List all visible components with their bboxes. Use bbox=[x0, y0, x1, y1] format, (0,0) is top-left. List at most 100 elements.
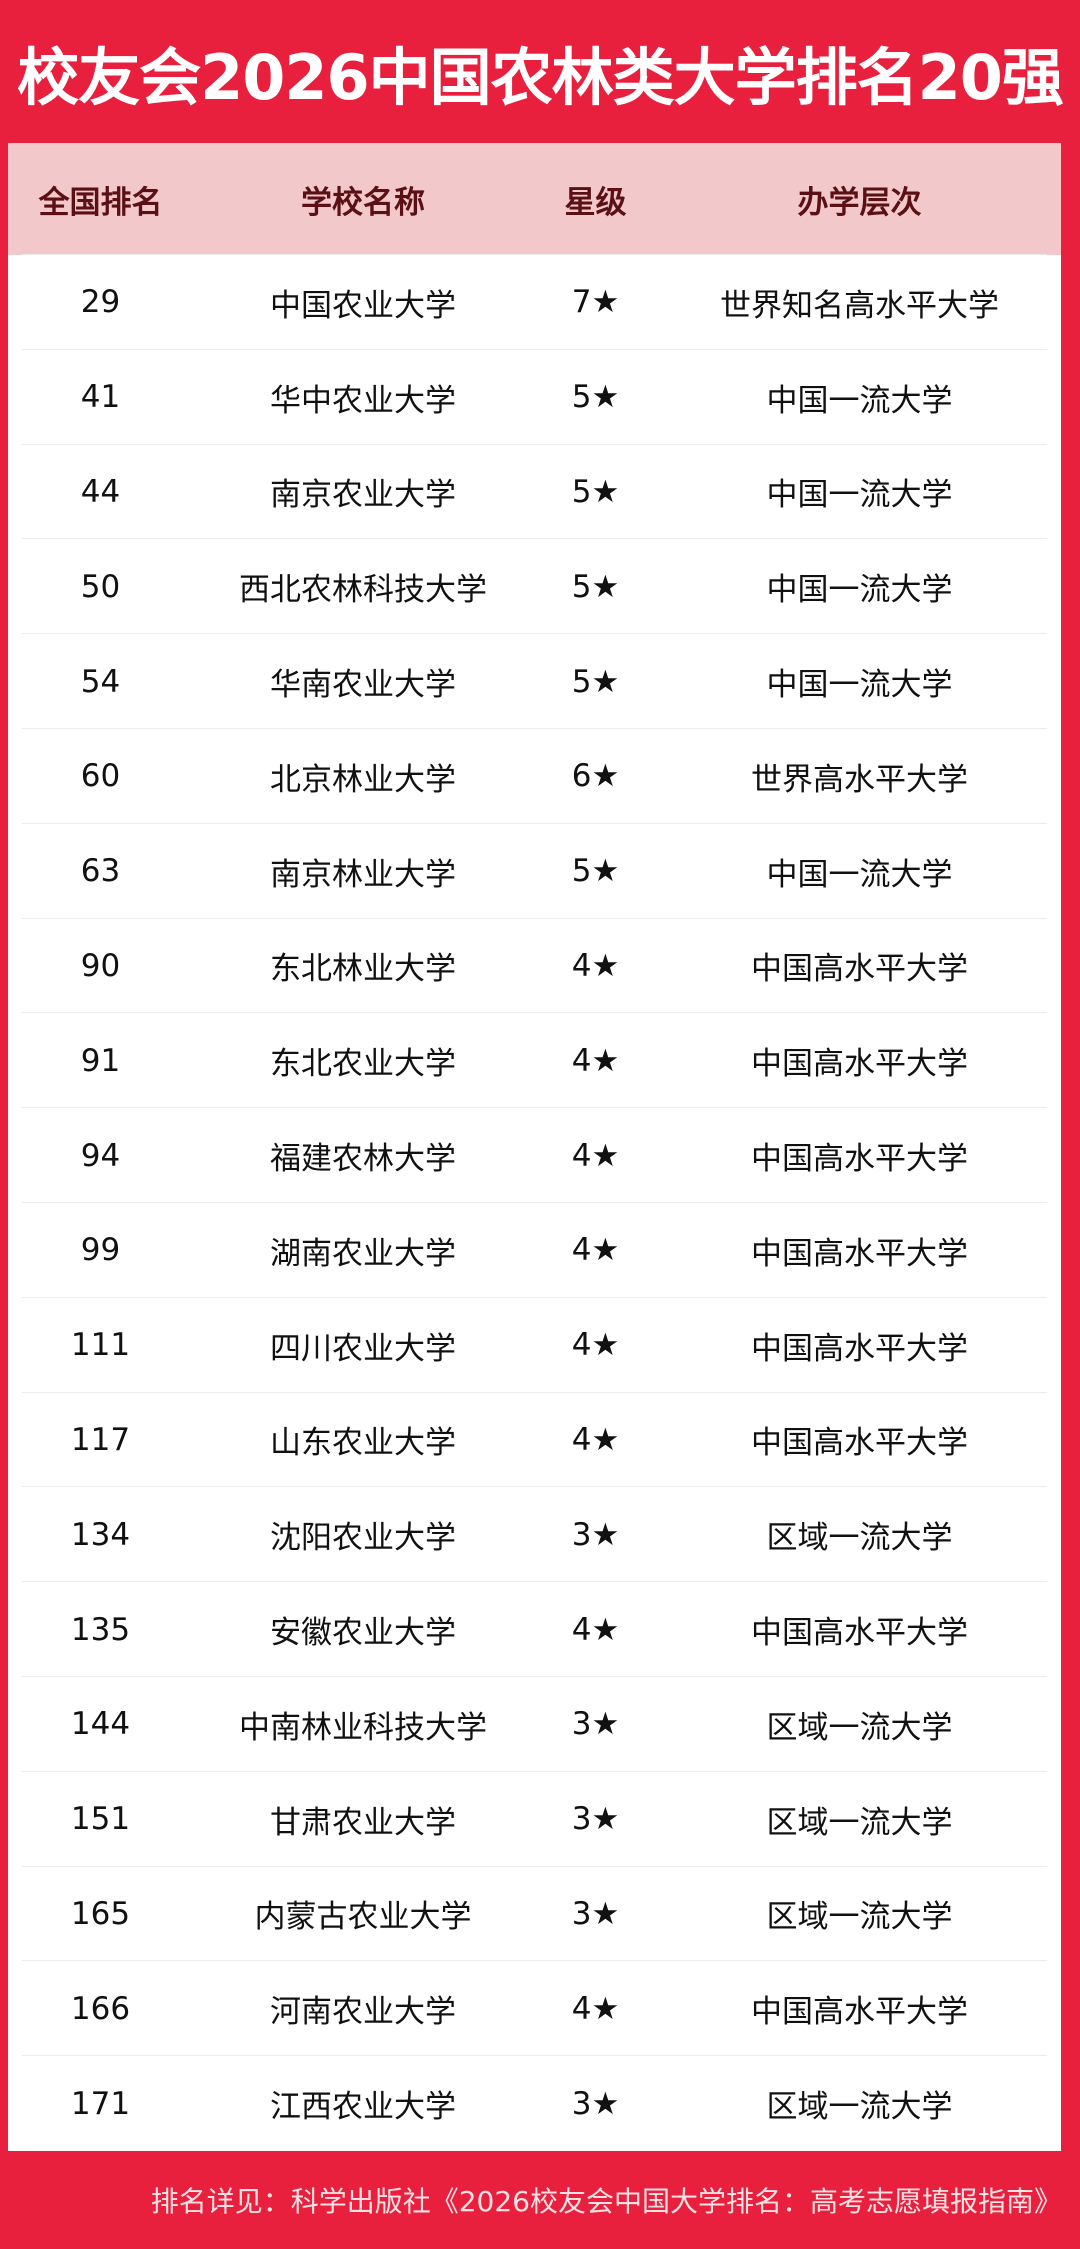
table-row: 91 东北农业大学 4★ 中国高水平大学 bbox=[8, 1013, 1061, 1108]
school-name: 甘肃农业大学 bbox=[270, 1804, 456, 1841]
table-row: 41 华中农业大学 5★ 中国一流大学 bbox=[8, 350, 1061, 445]
header-level: 办学层次 bbox=[797, 184, 922, 221]
school-name: 湖南农业大学 bbox=[270, 1235, 456, 1272]
school-level: 中国高水平大学 bbox=[751, 1141, 968, 1178]
school-level: 中国一流大学 bbox=[766, 856, 953, 893]
rank: 99 bbox=[80, 1232, 121, 1269]
school-name: 沈阳农业大学 bbox=[270, 1520, 456, 1557]
table-row: 90 东北林业大学 4★ 中国高水平大学 bbox=[8, 919, 1061, 1014]
star-level: 5★ bbox=[571, 853, 620, 890]
school-level: 区域一流大学 bbox=[766, 1520, 953, 1557]
page-title: 校友会2026中国农林类大学排名20强 bbox=[17, 40, 1064, 114]
table-header: 全国排名 学校名称 星级 办学层次 bbox=[8, 143, 1061, 255]
school-level: 中国高水平大学 bbox=[751, 1330, 968, 1367]
school-level: 区域一流大学 bbox=[766, 1804, 953, 1841]
star-level: 3★ bbox=[571, 2085, 620, 2122]
school-level: 中国高水平大学 bbox=[751, 951, 968, 988]
school-level: 中国一流大学 bbox=[766, 382, 953, 419]
star-level: 3★ bbox=[571, 1516, 620, 1553]
school-level: 中国一流大学 bbox=[766, 572, 953, 609]
rank: 44 bbox=[80, 473, 121, 510]
star-level: 4★ bbox=[571, 1421, 620, 1458]
school-level: 中国高水平大学 bbox=[751, 1425, 968, 1462]
rank: 151 bbox=[70, 1801, 131, 1838]
table-row: 135 安徽农业大学 4★ 中国高水平大学 bbox=[8, 1582, 1061, 1677]
school-level: 中国高水平大学 bbox=[751, 1235, 968, 1272]
table-row: 165 内蒙古农业大学 3★ 区域一流大学 bbox=[8, 1867, 1061, 1962]
school-name: 南京林业大学 bbox=[270, 856, 456, 893]
school-level: 中国高水平大学 bbox=[751, 1046, 968, 1083]
table-row: 144 中南林业科技大学 3★ 区域一流大学 bbox=[8, 1677, 1061, 1772]
rank: 134 bbox=[70, 1516, 131, 1553]
table-row: 99 湖南农业大学 4★ 中国高水平大学 bbox=[8, 1203, 1061, 1298]
source-note: 排名详见：科学出版社《2026校友会中国大学排名：高考志愿填报指南》 bbox=[150, 2185, 1062, 2218]
rank: 29 bbox=[80, 284, 121, 321]
school-name: 内蒙古农业大学 bbox=[254, 1899, 472, 1936]
school-name: 西北农林科技大学 bbox=[239, 572, 487, 609]
header-stars: 星级 bbox=[564, 184, 627, 221]
school-name: 华中农业大学 bbox=[270, 382, 456, 419]
school-name: 东北农业大学 bbox=[270, 1046, 456, 1083]
rank: 91 bbox=[80, 1042, 121, 1079]
star-level: 4★ bbox=[571, 1990, 620, 2027]
star-level: 4★ bbox=[571, 1327, 620, 1364]
rank: 50 bbox=[80, 568, 121, 605]
table-row: 63 南京林业大学 5★ 中国一流大学 bbox=[8, 824, 1061, 919]
school-name: 福建农林大学 bbox=[270, 1141, 456, 1178]
table-row: 60 北京林业大学 6★ 世界高水平大学 bbox=[8, 729, 1061, 824]
school-name: 华南农业大学 bbox=[270, 667, 456, 704]
rank: 171 bbox=[70, 2085, 131, 2122]
star-level: 6★ bbox=[571, 758, 620, 795]
school-level: 区域一流大学 bbox=[766, 1709, 953, 1746]
rank: 90 bbox=[80, 947, 121, 984]
school-name: 中南林业科技大学 bbox=[239, 1709, 487, 1746]
star-level: 4★ bbox=[571, 1042, 620, 1079]
table-row: 171 江西农业大学 3★ 区域一流大学 bbox=[8, 2056, 1061, 2151]
table-row: 111 四川农业大学 4★ 中国高水平大学 bbox=[8, 1298, 1061, 1393]
table-row: 134 沈阳农业大学 3★ 区域一流大学 bbox=[8, 1487, 1061, 1582]
rank: 144 bbox=[70, 1706, 131, 1743]
rank: 63 bbox=[80, 853, 121, 890]
school-name: 北京林业大学 bbox=[270, 761, 456, 798]
table-row: 166 河南农业大学 4★ 中国高水平大学 bbox=[8, 1961, 1061, 2056]
star-level: 3★ bbox=[571, 1801, 620, 1838]
table-row: 117 山东农业大学 4★ 中国高水平大学 bbox=[8, 1393, 1061, 1488]
table-row: 50 西北农林科技大学 5★ 中国一流大学 bbox=[8, 539, 1061, 634]
rank: 135 bbox=[70, 1611, 131, 1648]
header-rank: 全国排名 bbox=[38, 184, 163, 221]
star-level: 5★ bbox=[571, 379, 620, 416]
star-level: 5★ bbox=[571, 473, 620, 510]
school-level: 中国一流大学 bbox=[766, 667, 953, 704]
school-level: 中国高水平大学 bbox=[751, 1615, 968, 1652]
star-level: 3★ bbox=[571, 1895, 620, 1932]
table-row: 54 华南农业大学 5★ 中国一流大学 bbox=[8, 634, 1061, 729]
school-level: 区域一流大学 bbox=[766, 2089, 953, 2126]
rank: 60 bbox=[80, 758, 121, 795]
school-name: 四川农业大学 bbox=[270, 1330, 456, 1367]
school-level: 世界高水平大学 bbox=[751, 761, 968, 798]
ranking-table: 全国排名 学校名称 星级 办学层次 29 中国农业大学 7★ 世界知名高水平大学 41 华… bbox=[8, 143, 1061, 2151]
school-level: 中国一流大学 bbox=[766, 477, 953, 514]
star-level: 4★ bbox=[571, 1611, 620, 1648]
rank: 111 bbox=[70, 1327, 131, 1364]
table-row: 151 甘肃农业大学 3★ 区域一流大学 bbox=[8, 1772, 1061, 1867]
school-name: 东北林业大学 bbox=[270, 951, 456, 988]
star-level: 4★ bbox=[571, 1232, 620, 1269]
school-name: 山东农业大学 bbox=[270, 1425, 456, 1462]
rank: 165 bbox=[70, 1895, 131, 1932]
star-level: 3★ bbox=[571, 1706, 620, 1743]
star-level: 7★ bbox=[571, 284, 620, 321]
school-name: 江西农业大学 bbox=[270, 2089, 456, 2126]
school-level: 区域一流大学 bbox=[766, 1899, 953, 1936]
header-school: 学校名称 bbox=[301, 184, 425, 221]
rank: 94 bbox=[80, 1137, 121, 1174]
table-row: 44 南京农业大学 5★ 中国一流大学 bbox=[8, 445, 1061, 540]
school-level: 中国高水平大学 bbox=[751, 1994, 968, 2031]
school-name: 安徽农业大学 bbox=[270, 1615, 456, 1652]
star-level: 4★ bbox=[571, 1137, 620, 1174]
table-row: 94 福建农林大学 4★ 中国高水平大学 bbox=[8, 1108, 1061, 1203]
school-name: 中国农业大学 bbox=[270, 287, 456, 324]
rank: 117 bbox=[70, 1421, 131, 1458]
school-name: 南京农业大学 bbox=[270, 477, 456, 514]
star-level: 5★ bbox=[571, 568, 620, 605]
